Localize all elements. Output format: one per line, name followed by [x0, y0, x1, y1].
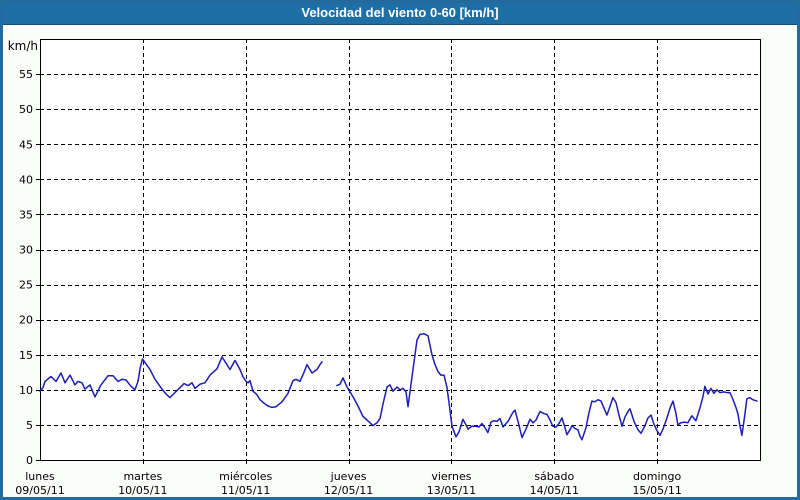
- wind-speed-line: [39, 356, 323, 409]
- y-tick-label: 30: [19, 244, 33, 257]
- y-tick-label: 0: [26, 454, 33, 467]
- day-date-label: 13/05/11: [427, 484, 476, 497]
- day-name-label: viernes: [431, 470, 471, 483]
- day-name-label: jueves: [330, 470, 367, 483]
- day-date-label: 15/05/11: [632, 484, 681, 497]
- y-tick-label: 50: [19, 103, 33, 116]
- day-date-label: 12/05/11: [324, 484, 373, 497]
- y-tick-label: 40: [19, 173, 33, 186]
- day-name-label: miércoles: [219, 470, 272, 483]
- day-date-label: 14/05/11: [530, 484, 579, 497]
- y-tick-label: 10: [19, 384, 33, 397]
- chart-title-bar: Velocidad del viento 0-60 [km/h]: [0, 0, 800, 25]
- day-date-label: 10/05/11: [118, 484, 167, 497]
- y-tick-label: 15: [19, 349, 33, 362]
- y-tick-label: 45: [19, 138, 33, 151]
- y-tick-label: 20: [19, 314, 33, 327]
- day-date-label: 11/05/11: [221, 484, 270, 497]
- day-name-label: domingo: [633, 470, 681, 483]
- axis-unit-label: km/h: [8, 39, 38, 53]
- y-tick-label: 5: [26, 419, 33, 432]
- y-tick-label: 55: [19, 68, 33, 81]
- wind-speed-line: [336, 332, 758, 441]
- day-name-label: lunes: [25, 470, 55, 483]
- day-name-label: martes: [123, 470, 162, 483]
- y-tick-label: 35: [19, 208, 33, 221]
- day-date-label: 09/05/11: [15, 484, 64, 497]
- day-name-label: sábado: [534, 470, 574, 483]
- y-tick-label: 25: [19, 279, 33, 292]
